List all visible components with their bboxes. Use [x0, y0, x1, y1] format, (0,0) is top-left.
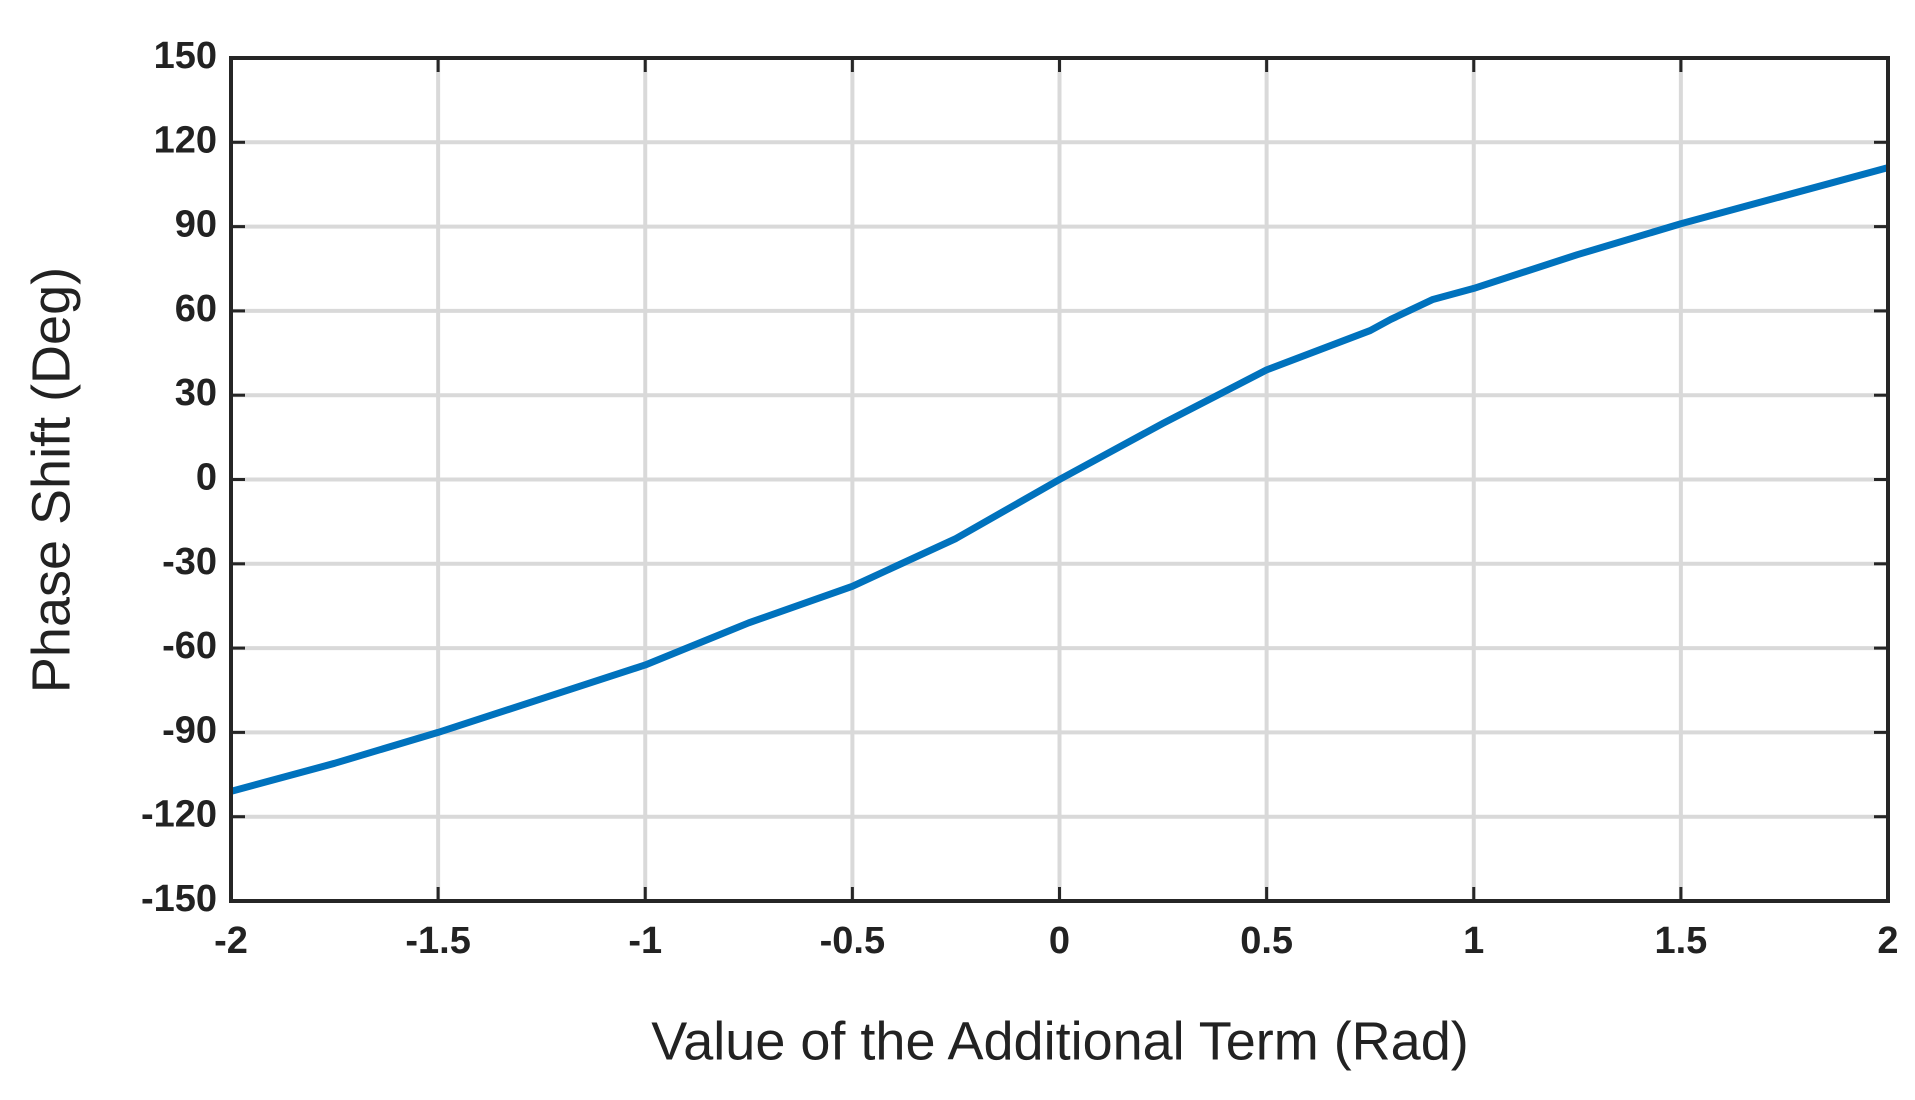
plot-frame — [229, 56, 1890, 903]
y-axis-label: Phase Shift (Deg) — [21, 267, 81, 693]
y-tick-label: -120 — [141, 794, 217, 836]
x-axis-label: Value of the Additional Term (Rad) — [651, 1011, 1468, 1071]
y-tick-label: 90 — [175, 204, 217, 246]
x-tick-label: 2 — [1877, 920, 1898, 962]
y-tick-label: 0 — [196, 457, 217, 499]
y-tick-label: 120 — [154, 119, 217, 161]
x-tick-label: -0.5 — [820, 920, 885, 962]
y-tick-label: -30 — [162, 541, 217, 583]
y-tick-label: 150 — [154, 35, 217, 77]
x-tick-label: -2 — [214, 920, 248, 962]
y-tick-label: 60 — [175, 288, 217, 330]
data-line — [230, 164, 1889, 795]
y-tick-label: 30 — [175, 372, 217, 414]
x-tick-label: -1.5 — [405, 920, 470, 962]
x-tick-label: 0 — [1049, 920, 1070, 962]
x-tick-label: 1 — [1463, 920, 1484, 962]
y-tick-label: -90 — [162, 709, 217, 751]
x-tick-label: -1 — [628, 920, 662, 962]
x-tick-label: 0.5 — [1240, 920, 1293, 962]
y-tick-label: -60 — [162, 625, 217, 667]
y-tick-label: -150 — [141, 878, 217, 920]
x-tick-label: 1.5 — [1654, 920, 1707, 962]
